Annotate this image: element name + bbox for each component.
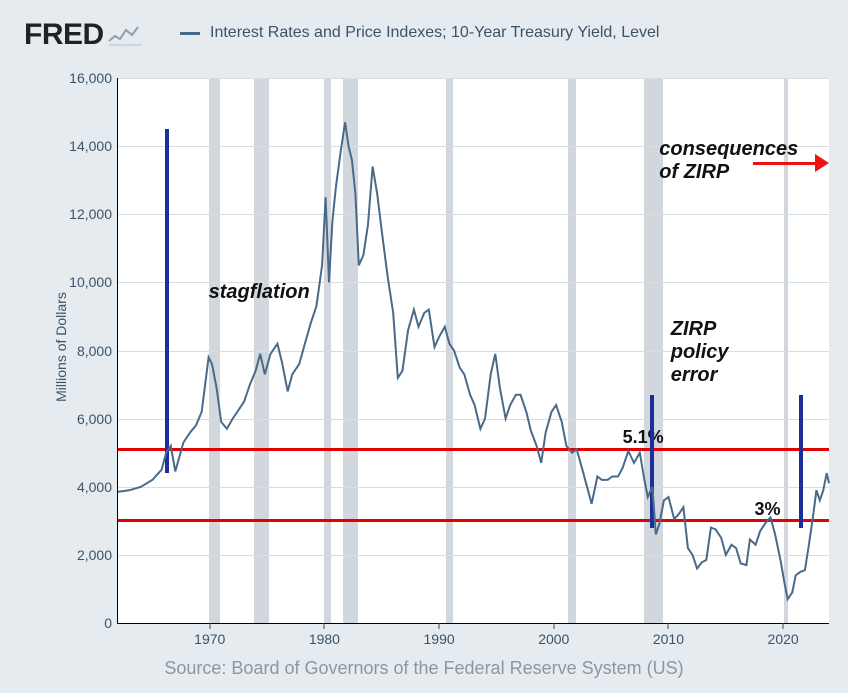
y-tick-label: 16,000 bbox=[69, 70, 112, 86]
y-tick-label: 2,000 bbox=[77, 547, 112, 563]
x-tick bbox=[324, 623, 325, 629]
fred-logo: FRED bbox=[24, 18, 142, 52]
x-tick bbox=[783, 623, 784, 629]
x-tick bbox=[439, 623, 440, 629]
y-tick-label: 6,000 bbox=[77, 411, 112, 427]
fred-logo-glyph bbox=[108, 24, 142, 46]
y-tick-label: 0 bbox=[104, 615, 112, 631]
x-tick-label: 2010 bbox=[653, 631, 684, 647]
legend-label: Interest Rates and Price Indexes; 10-Yea… bbox=[210, 24, 659, 42]
legend-swatch bbox=[180, 32, 200, 35]
x-tick-label: 2000 bbox=[538, 631, 569, 647]
x-tick bbox=[209, 623, 210, 629]
x-tick bbox=[553, 623, 554, 629]
chart-legend: Interest Rates and Price Indexes; 10-Yea… bbox=[180, 24, 659, 42]
x-tick-label: 1970 bbox=[194, 631, 225, 647]
source-caption: Source: Board of Governors of the Federa… bbox=[0, 658, 848, 679]
series-line bbox=[118, 122, 829, 599]
chart-plot-area: 02,0004,0006,0008,00010,00012,00014,0001… bbox=[117, 78, 829, 624]
x-tick-label: 1990 bbox=[424, 631, 455, 647]
y-axis-title: Millions of Dollars bbox=[53, 292, 69, 402]
fred-logo-text: FRED bbox=[24, 18, 104, 52]
line-series bbox=[118, 78, 829, 623]
y-tick-label: 4,000 bbox=[77, 479, 112, 495]
y-tick-label: 14,000 bbox=[69, 138, 112, 154]
y-tick-label: 10,000 bbox=[69, 274, 112, 290]
x-tick-label: 1980 bbox=[309, 631, 340, 647]
x-tick bbox=[668, 623, 669, 629]
y-tick-label: 8,000 bbox=[77, 343, 112, 359]
y-tick-label: 12,000 bbox=[69, 206, 112, 222]
x-tick-label: 2020 bbox=[768, 631, 799, 647]
